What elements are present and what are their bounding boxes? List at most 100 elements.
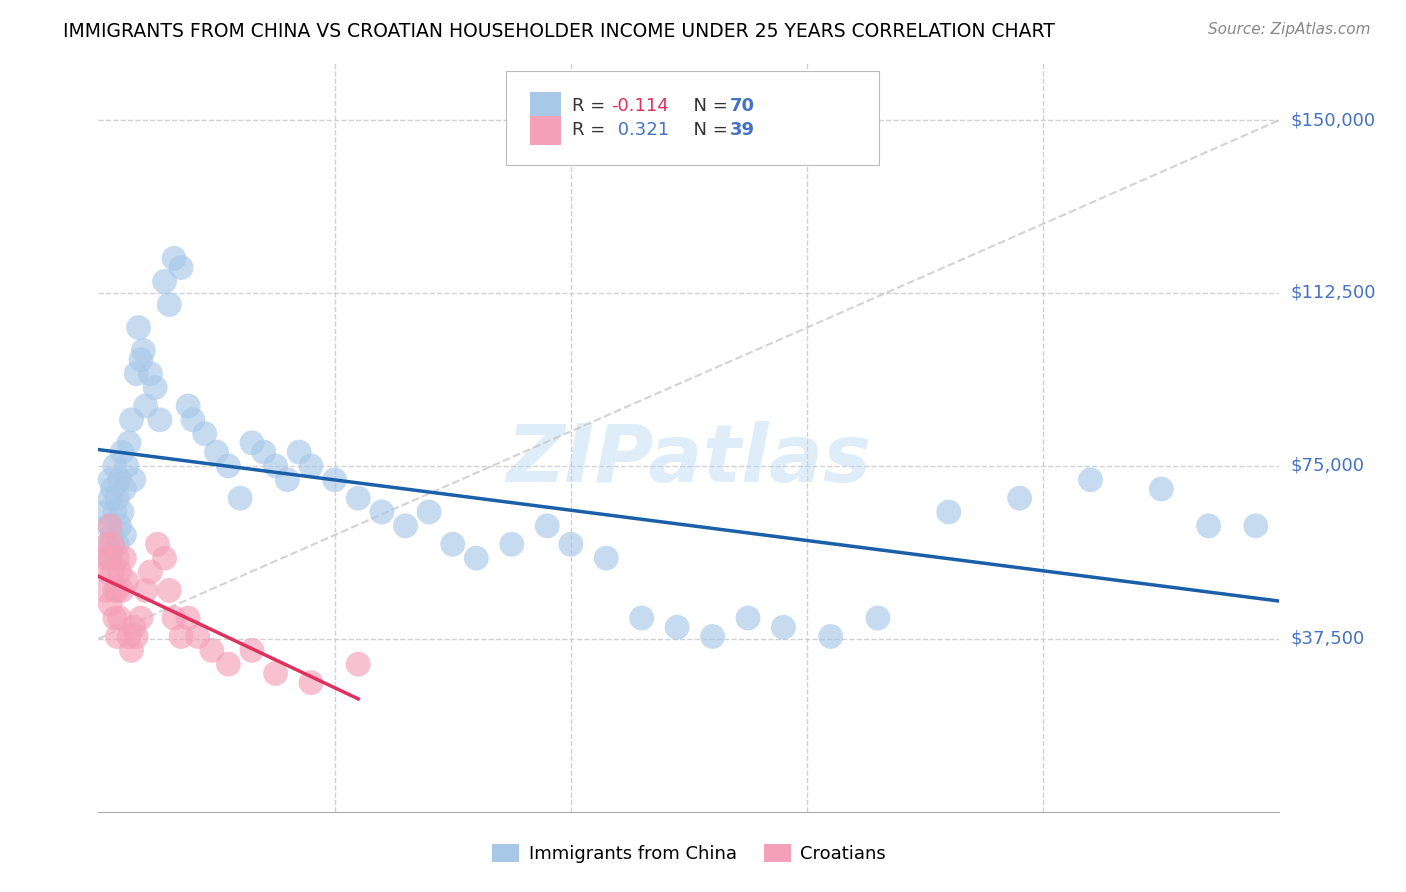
Croatians bbox=[201, 643, 224, 657]
Croatians bbox=[115, 574, 138, 589]
Croatians bbox=[125, 630, 148, 644]
Text: ZIPatlas: ZIPatlas bbox=[506, 420, 872, 499]
Immigrants from China bbox=[108, 473, 131, 487]
Immigrants from China bbox=[1080, 473, 1102, 487]
Immigrants from China bbox=[104, 505, 127, 519]
Immigrants from China bbox=[702, 630, 724, 644]
Immigrants from China bbox=[170, 260, 193, 275]
Croatians bbox=[97, 537, 120, 551]
Immigrants from China bbox=[111, 505, 134, 519]
Text: Source: ZipAtlas.com: Source: ZipAtlas.com bbox=[1208, 22, 1371, 37]
Immigrants from China bbox=[1198, 519, 1220, 533]
Legend: Immigrants from China, Croatians: Immigrants from China, Croatians bbox=[485, 837, 893, 870]
Croatians bbox=[108, 565, 131, 579]
Croatians bbox=[170, 630, 193, 644]
Croatians bbox=[98, 597, 121, 611]
Immigrants from China bbox=[253, 445, 276, 459]
Croatians bbox=[163, 611, 186, 625]
Croatians bbox=[121, 643, 143, 657]
Immigrants from China bbox=[105, 491, 128, 505]
Text: 70: 70 bbox=[730, 97, 755, 115]
Immigrants from China bbox=[98, 551, 121, 566]
Immigrants from China bbox=[194, 426, 217, 441]
Immigrants from China bbox=[229, 491, 252, 505]
Croatians bbox=[118, 630, 141, 644]
Immigrants from China bbox=[288, 445, 311, 459]
Immigrants from China bbox=[276, 473, 298, 487]
Immigrants from China bbox=[149, 413, 172, 427]
Immigrants from China bbox=[135, 399, 157, 413]
Croatians bbox=[97, 565, 120, 579]
Immigrants from China bbox=[1150, 482, 1173, 496]
Immigrants from China bbox=[118, 435, 141, 450]
Immigrants from China bbox=[153, 275, 176, 289]
Immigrants from China bbox=[938, 505, 960, 519]
Immigrants from China bbox=[441, 537, 464, 551]
Immigrants from China bbox=[299, 458, 322, 473]
Immigrants from China bbox=[98, 473, 121, 487]
Immigrants from China bbox=[121, 413, 143, 427]
Croatians bbox=[101, 565, 124, 579]
Croatians bbox=[98, 519, 121, 533]
Croatians bbox=[153, 551, 176, 566]
Text: IMMIGRANTS FROM CHINA VS CROATIAN HOUSEHOLDER INCOME UNDER 25 YEARS CORRELATION : IMMIGRANTS FROM CHINA VS CROATIAN HOUSEH… bbox=[63, 22, 1054, 41]
Immigrants from China bbox=[163, 252, 186, 266]
Croatians bbox=[108, 611, 131, 625]
Immigrants from China bbox=[630, 611, 652, 625]
Immigrants from China bbox=[323, 473, 346, 487]
Immigrants from China bbox=[112, 528, 135, 542]
Croatians bbox=[105, 630, 128, 644]
Immigrants from China bbox=[205, 445, 228, 459]
Immigrants from China bbox=[394, 519, 416, 533]
Immigrants from China bbox=[240, 435, 263, 450]
Croatians bbox=[101, 537, 124, 551]
Immigrants from China bbox=[115, 458, 138, 473]
Croatians bbox=[94, 551, 117, 566]
Immigrants from China bbox=[111, 445, 134, 459]
Text: 39: 39 bbox=[730, 121, 755, 139]
Croatians bbox=[347, 657, 370, 672]
Immigrants from China bbox=[98, 491, 121, 505]
Immigrants from China bbox=[347, 491, 370, 505]
Immigrants from China bbox=[418, 505, 440, 519]
Immigrants from China bbox=[108, 519, 131, 533]
Immigrants from China bbox=[101, 528, 124, 542]
Immigrants from China bbox=[97, 537, 120, 551]
Immigrants from China bbox=[465, 551, 488, 566]
Croatians bbox=[187, 630, 209, 644]
Text: $150,000: $150,000 bbox=[1291, 112, 1375, 129]
Croatians bbox=[111, 583, 134, 598]
Croatians bbox=[299, 675, 322, 690]
Immigrants from China bbox=[94, 505, 117, 519]
Croatians bbox=[135, 583, 157, 598]
Immigrants from China bbox=[737, 611, 759, 625]
Immigrants from China bbox=[112, 482, 135, 496]
Croatians bbox=[122, 620, 145, 634]
Immigrants from China bbox=[666, 620, 689, 634]
Croatians bbox=[264, 666, 287, 681]
Immigrants from China bbox=[1244, 519, 1267, 533]
Croatians bbox=[104, 611, 127, 625]
Immigrants from China bbox=[866, 611, 889, 625]
Immigrants from China bbox=[132, 343, 155, 358]
Immigrants from China bbox=[104, 458, 127, 473]
Immigrants from China bbox=[560, 537, 582, 551]
Immigrants from China bbox=[101, 482, 124, 496]
Immigrants from China bbox=[1008, 491, 1031, 505]
Immigrants from China bbox=[536, 519, 558, 533]
Text: -0.114: -0.114 bbox=[612, 97, 669, 115]
Immigrants from China bbox=[129, 352, 152, 367]
Croatians bbox=[94, 583, 117, 598]
Immigrants from China bbox=[772, 620, 794, 634]
Croatians bbox=[139, 565, 162, 579]
Croatians bbox=[98, 551, 121, 566]
Immigrants from China bbox=[181, 413, 204, 427]
Croatians bbox=[217, 657, 239, 672]
Immigrants from China bbox=[371, 505, 394, 519]
Croatians bbox=[105, 551, 128, 566]
Immigrants from China bbox=[157, 297, 180, 311]
Croatians bbox=[146, 537, 169, 551]
Text: 0.321: 0.321 bbox=[612, 121, 669, 139]
Text: N =: N = bbox=[682, 121, 734, 139]
Croatians bbox=[129, 611, 152, 625]
